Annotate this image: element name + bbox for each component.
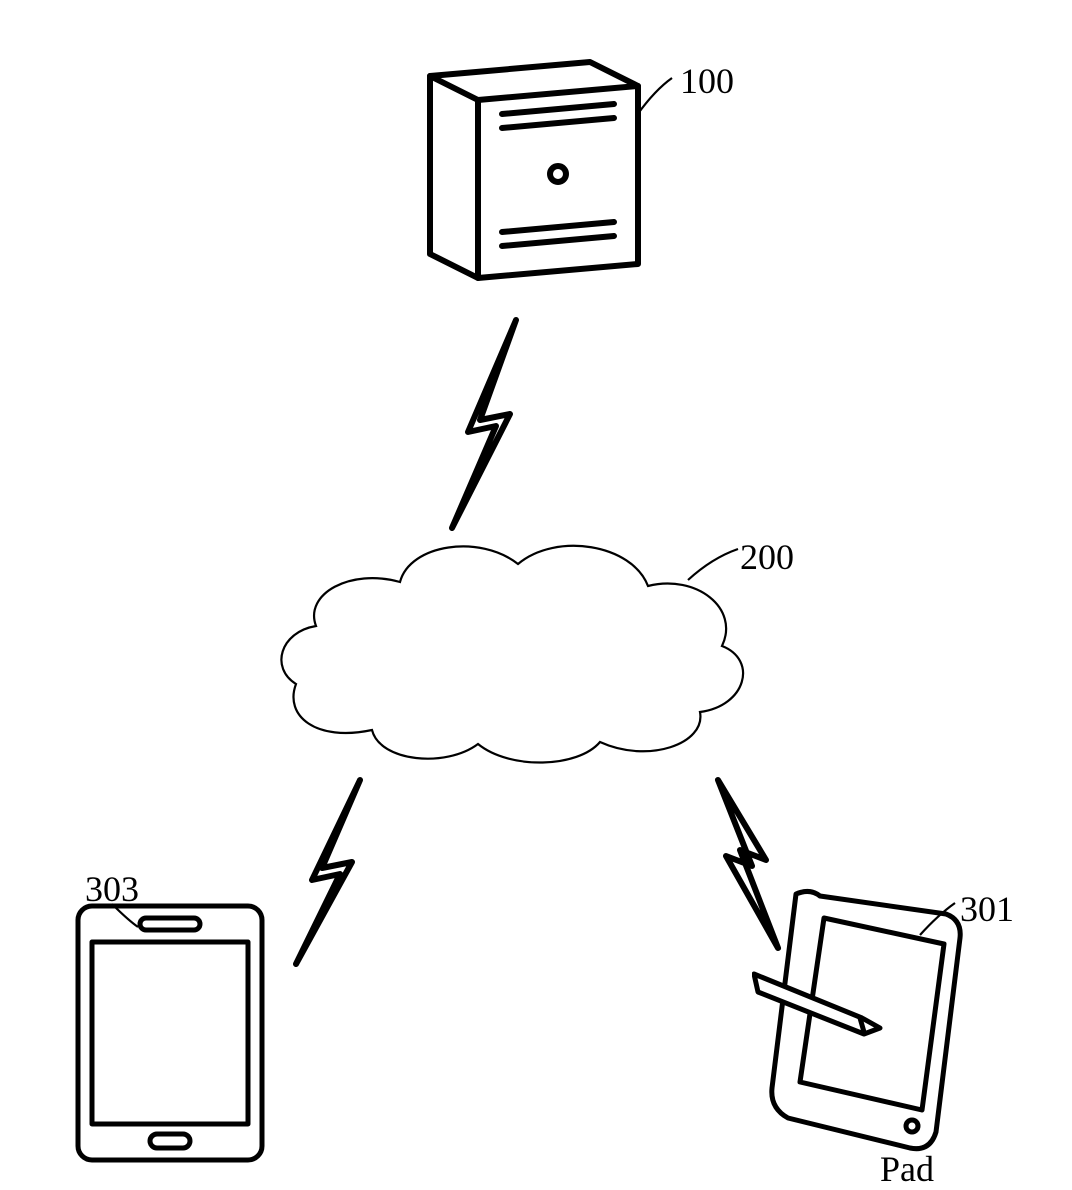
- network-diagram: 100 200 303 301 Pad: [0, 0, 1072, 1188]
- bolt-cloud-pad: [0, 0, 1072, 1188]
